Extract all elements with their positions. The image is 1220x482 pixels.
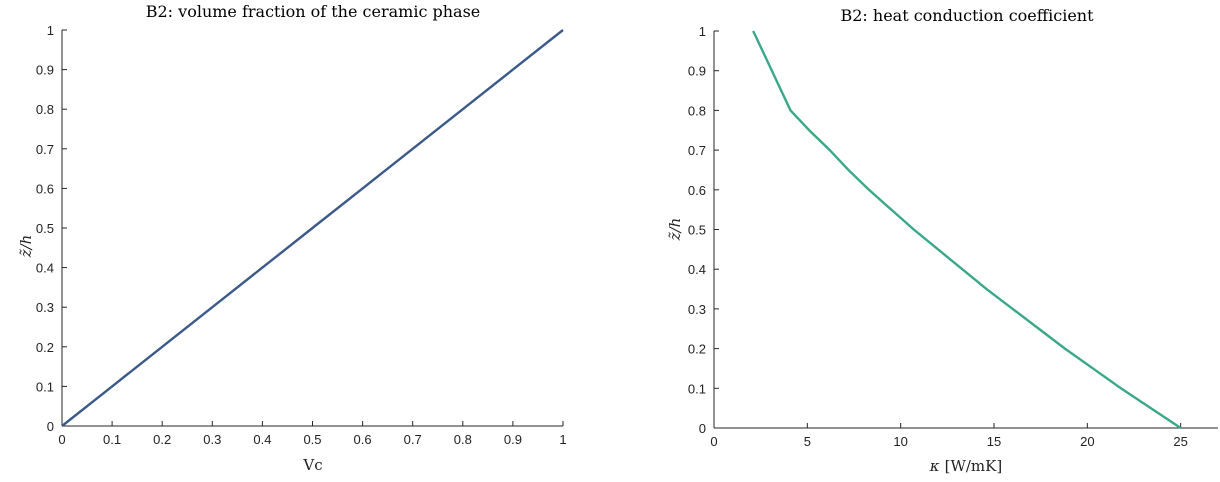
y-tick-label: 0.1 <box>688 381 706 396</box>
y-tick-label: 0.8 <box>688 103 706 118</box>
x-tick-label: 0.9 <box>504 432 522 447</box>
y-tick-label: 0.6 <box>36 181 54 196</box>
x-tick-label: 0 <box>710 434 717 449</box>
y-axis-label: z̃/h <box>17 235 35 259</box>
chart-heat-conduction: B2: heat conduction coefficient κ [W/mK] … <box>666 6 1218 475</box>
x-axis-symbol: κ <box>929 457 940 475</box>
series-line <box>61 29 564 427</box>
x-tick-label: 0.8 <box>454 432 472 447</box>
x-tick-label: 0.7 <box>404 432 422 447</box>
y-tick-label: 0.2 <box>688 342 706 357</box>
y-tick-label: 0.3 <box>688 302 706 317</box>
x-tick-label: 5 <box>804 434 811 449</box>
x-tick-label: 1 <box>559 432 566 447</box>
y-tick-label: 0 <box>699 421 706 436</box>
x-axis-label: Vc <box>302 456 322 474</box>
x-tick-label: 0 <box>58 432 65 447</box>
y-tick-label: 0.5 <box>36 221 54 236</box>
y-axis-label: z̃/h <box>666 218 684 242</box>
x-axis-label: κ [W/mK] <box>929 457 1002 475</box>
y-tick-label: 0.4 <box>688 262 706 277</box>
x-tick-label: 15 <box>987 434 1001 449</box>
y-tick-label: 0.9 <box>688 64 706 79</box>
y-tick-label: 0.7 <box>688 143 706 158</box>
x-tick-label: 0.2 <box>153 432 171 447</box>
y-tick-label: 1 <box>47 23 54 38</box>
chart-title: B2: volume fraction of the ceramic phase <box>146 2 481 21</box>
y-tick-label: 0.1 <box>36 379 54 394</box>
x-axis-unit: [W/mK] <box>945 457 1003 475</box>
x-tick-label: 0.5 <box>303 432 321 447</box>
x-tick-label: 0.6 <box>354 432 372 447</box>
y-tick-label: 0.8 <box>36 102 54 117</box>
x-tick-label: 10 <box>893 434 907 449</box>
y-tick-label: 0.2 <box>36 340 54 355</box>
x-tick-label: 0.4 <box>253 432 271 447</box>
y-tick-label: 0.7 <box>36 142 54 157</box>
x-tick-label: 25 <box>1173 434 1187 449</box>
y-tick-label: 0.9 <box>36 63 54 78</box>
x-tick-label: 20 <box>1080 434 1094 449</box>
y-tick-label: 0.5 <box>688 223 706 238</box>
y-tick-label: 0 <box>47 419 54 434</box>
y-tick-label: 1 <box>699 24 706 39</box>
y-tick-label: 0.6 <box>688 183 706 198</box>
y-tick-label: 0.4 <box>36 261 54 276</box>
chart-title: B2: heat conduction coefficient <box>840 6 1094 25</box>
series-line <box>752 30 1182 429</box>
x-tick-label: 0.1 <box>103 432 121 447</box>
chart-volume-fraction: B2: volume fraction of the ceramic phase… <box>17 2 567 474</box>
x-tick-label: 0.3 <box>203 432 221 447</box>
y-tick-label: 0.3 <box>36 300 54 315</box>
